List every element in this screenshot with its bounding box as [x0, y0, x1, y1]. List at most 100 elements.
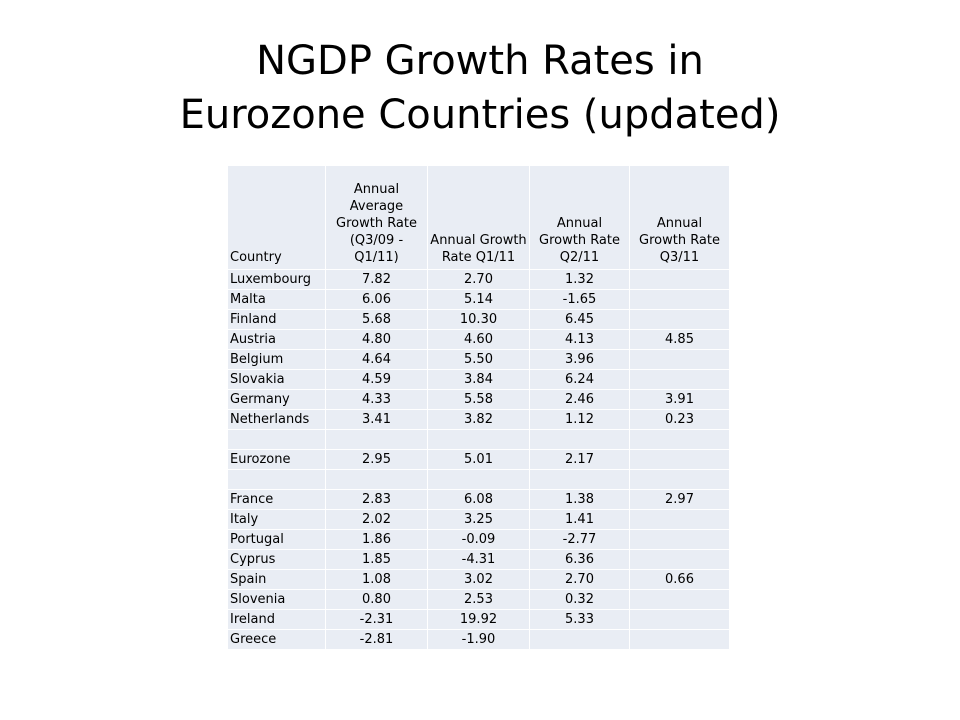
- table-row: [227, 469, 730, 490]
- cell-country: [227, 469, 326, 490]
- table-row: Finland 5.68 10.30 6.45: [227, 309, 730, 330]
- cell-country: France: [227, 489, 326, 510]
- cell-growth-q1: 10.30: [427, 309, 530, 330]
- cell-average-growth: [325, 429, 428, 450]
- cell-country: Belgium: [227, 349, 326, 370]
- cell-growth-q3: [629, 429, 730, 450]
- cell-growth-q2: [529, 629, 630, 650]
- header-growth-q3: Annual Growth Rate Q3/11: [629, 165, 730, 270]
- cell-average-growth: 0.80: [325, 589, 428, 610]
- cell-growth-q2: 0.32: [529, 589, 630, 610]
- table-row: Netherlands 3.41 3.82 1.12 0.23: [227, 409, 730, 430]
- cell-average-growth: 2.02: [325, 509, 428, 530]
- cell-growth-q2: 1.32: [529, 269, 630, 290]
- cell-average-growth: 3.41: [325, 409, 428, 430]
- table-row: Germany 4.33 5.58 2.46 3.91: [227, 389, 730, 410]
- cell-growth-q1: [427, 469, 530, 490]
- table-header: Country Annual Average Growth Rate (Q3/0…: [227, 165, 730, 270]
- slide-title-line-2: Eurozone Countries (updated): [179, 92, 781, 138]
- growth-rate-table-container: Country Annual Average Growth Rate (Q3/0…: [227, 165, 730, 650]
- cell-growth-q2: -2.77: [529, 529, 630, 550]
- table-row: France 2.83 6.08 1.38 2.97: [227, 489, 730, 510]
- cell-growth-q1: [427, 429, 530, 450]
- cell-country: Slovakia: [227, 369, 326, 390]
- slide-title: NGDP Growth Rates in Eurozone Countries …: [0, 34, 960, 142]
- table-row: [227, 429, 730, 450]
- cell-average-growth: 4.64: [325, 349, 428, 370]
- cell-growth-q3: 3.91: [629, 389, 730, 410]
- table-row: Slovenia 0.80 2.53 0.32: [227, 589, 730, 610]
- cell-growth-q3: [629, 609, 730, 630]
- cell-growth-q1: -4.31: [427, 549, 530, 570]
- cell-growth-q3: [629, 369, 730, 390]
- cell-growth-q1: 3.25: [427, 509, 530, 530]
- cell-growth-q1: -0.09: [427, 529, 530, 550]
- header-growth-q2: Annual Growth Rate Q2/11: [529, 165, 630, 270]
- cell-growth-q3: [629, 629, 730, 650]
- table-body: Luxembourg 7.82 2.70 1.32 Malta 6.06 5.14 -1.65…: [227, 269, 730, 650]
- cell-country: Portugal: [227, 529, 326, 550]
- slide-title-line-1: NGDP Growth Rates in: [256, 38, 704, 84]
- cell-average-growth: 1.08: [325, 569, 428, 590]
- cell-growth-q2: 1.12: [529, 409, 630, 430]
- cell-growth-q3: [629, 449, 730, 470]
- cell-country: Spain: [227, 569, 326, 590]
- cell-country: Austria: [227, 329, 326, 350]
- cell-growth-q1: 2.70: [427, 269, 530, 290]
- cell-growth-q1: -1.90: [427, 629, 530, 650]
- cell-growth-q2: 2.17: [529, 449, 630, 470]
- cell-growth-q3: [629, 309, 730, 330]
- header-growth-q1: Annual Growth Rate Q1/11: [427, 165, 530, 270]
- cell-growth-q2: 6.36: [529, 549, 630, 570]
- cell-growth-q2: 2.70: [529, 569, 630, 590]
- cell-growth-q3: [629, 589, 730, 610]
- cell-growth-q2: 5.33: [529, 609, 630, 630]
- cell-growth-q2: [529, 429, 630, 450]
- cell-growth-q3: [629, 289, 730, 310]
- table-row: Belgium 4.64 5.50 3.96: [227, 349, 730, 370]
- growth-rate-table: Country Annual Average Growth Rate (Q3/0…: [227, 165, 730, 650]
- cell-growth-q1: 5.50: [427, 349, 530, 370]
- cell-growth-q1: 2.53: [427, 589, 530, 610]
- cell-average-growth: 1.86: [325, 529, 428, 550]
- cell-growth-q2: 2.46: [529, 389, 630, 410]
- cell-growth-q2: 6.24: [529, 369, 630, 390]
- cell-average-growth: 2.83: [325, 489, 428, 510]
- cell-country: Malta: [227, 289, 326, 310]
- cell-country: Slovenia: [227, 589, 326, 610]
- header-average-growth: Annual Average Growth Rate (Q3/09 - Q1/1…: [325, 165, 428, 270]
- cell-country: Germany: [227, 389, 326, 410]
- table-row: Eurozone 2.95 5.01 2.17: [227, 449, 730, 470]
- cell-growth-q3: 2.97: [629, 489, 730, 510]
- table-row: Austria 4.80 4.60 4.13 4.85: [227, 329, 730, 350]
- cell-growth-q3: [629, 529, 730, 550]
- cell-growth-q3: [629, 469, 730, 490]
- cell-growth-q1: 6.08: [427, 489, 530, 510]
- table-row: Spain 1.08 3.02 2.70 0.66: [227, 569, 730, 590]
- header-country: Country: [227, 165, 326, 270]
- cell-growth-q1: 5.01: [427, 449, 530, 470]
- cell-average-growth: 6.06: [325, 289, 428, 310]
- cell-growth-q1: 5.14: [427, 289, 530, 310]
- cell-growth-q3: [629, 509, 730, 530]
- cell-growth-q3: [629, 349, 730, 370]
- cell-growth-q3: 4.85: [629, 329, 730, 350]
- table-row: Italy 2.02 3.25 1.41: [227, 509, 730, 530]
- cell-growth-q3: [629, 269, 730, 290]
- table-row: Slovakia 4.59 3.84 6.24: [227, 369, 730, 390]
- cell-growth-q2: -1.65: [529, 289, 630, 310]
- cell-average-growth: [325, 469, 428, 490]
- cell-average-growth: -2.81: [325, 629, 428, 650]
- cell-growth-q1: 3.84: [427, 369, 530, 390]
- cell-country: Netherlands: [227, 409, 326, 430]
- cell-average-growth: 1.85: [325, 549, 428, 570]
- cell-growth-q2: 4.13: [529, 329, 630, 350]
- cell-country: Ireland: [227, 609, 326, 630]
- cell-country: Greece: [227, 629, 326, 650]
- cell-growth-q1: 19.92: [427, 609, 530, 630]
- cell-growth-q2: 1.41: [529, 509, 630, 530]
- cell-growth-q1: 3.02: [427, 569, 530, 590]
- cell-country: Luxembourg: [227, 269, 326, 290]
- cell-growth-q1: 3.82: [427, 409, 530, 430]
- table-row: Luxembourg 7.82 2.70 1.32: [227, 269, 730, 290]
